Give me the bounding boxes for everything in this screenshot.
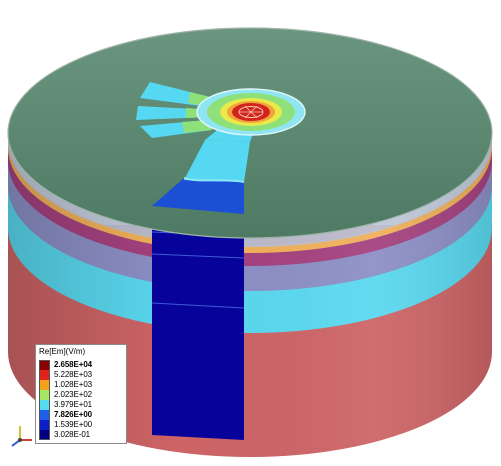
axis-triad-icon	[11, 426, 32, 447]
legend-label: 3.028E-01	[54, 430, 91, 439]
cut-trench-cyan	[184, 140, 250, 182]
legend-label: 2.658E+04	[54, 360, 93, 369]
legend-rows: 2.658E+04 5.228E+03 1.028E+03 2.023E+02 …	[39, 360, 123, 440]
legend-entry: 1.539E+00	[39, 420, 123, 430]
legend-entry: 2.023E+02	[39, 390, 123, 400]
legend-entry: 3.979E+01	[39, 400, 123, 410]
legend-title: Re[Em](V/m)	[39, 347, 86, 356]
legend-swatch	[39, 380, 50, 390]
legend-swatch	[39, 370, 50, 380]
legend-swatch	[39, 420, 50, 430]
cut-slice-line-2	[151, 253, 245, 259]
legend-entry: 5.228E+03	[39, 370, 123, 380]
color-legend: Re[Em](V/m) 2.658E+04 5.228E+03 1.028E+0…	[35, 344, 127, 444]
legend-swatch	[39, 390, 50, 400]
ring-outer-edge	[196, 88, 306, 136]
legend-label: 1.539E+00	[54, 420, 93, 429]
legend-label: 1.028E+03	[54, 380, 93, 389]
cut-trench-blue	[152, 178, 244, 214]
legend-label: 5.228E+03	[54, 370, 93, 379]
cut-trench-edge	[183, 177, 245, 183]
legend-label: 2.023E+02	[54, 390, 93, 399]
core-spoke-3	[244, 105, 258, 119]
legend-entry: 1.028E+03	[39, 380, 123, 390]
legend-label: 7.826E+00	[54, 410, 93, 419]
legend-swatch	[39, 360, 50, 370]
legend-entry: 2.658E+04	[39, 360, 123, 370]
legend-swatch	[39, 430, 50, 440]
cut-slice-front	[152, 220, 244, 440]
legend-swatch	[39, 410, 50, 420]
legend-label: 3.979E+01	[54, 400, 93, 409]
top-face-rim	[7, 27, 493, 239]
body-shading	[8, 133, 492, 457]
legend-swatch	[39, 400, 50, 410]
legend-entry: 3.028E-01	[39, 430, 123, 440]
legend-entry: 7.826E+00	[39, 410, 123, 420]
cut-slice-line-3	[151, 302, 245, 309]
